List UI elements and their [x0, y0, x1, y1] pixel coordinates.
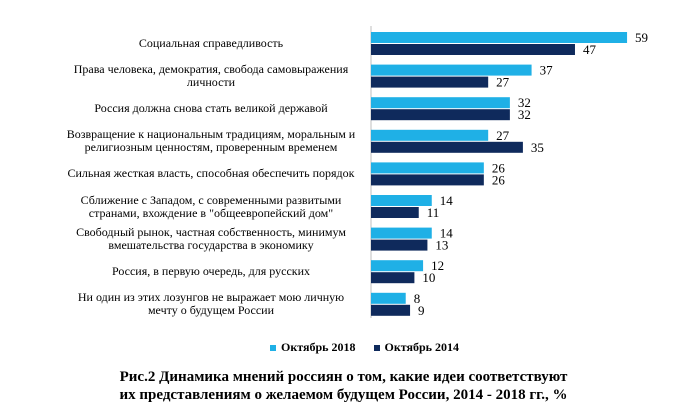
- bar-2014-1: [371, 44, 575, 55]
- data-label-2014-9: 9: [418, 303, 425, 318]
- data-label-2014-6: 11: [427, 205, 440, 220]
- category-label: Россия должна снова стать великой держав…: [61, 102, 361, 115]
- data-label-2014-8: 10: [422, 270, 435, 285]
- category-label: Права человека, демократия, свобода само…: [61, 63, 361, 89]
- category-label: Сближение с Западом, с современными разв…: [61, 192, 361, 220]
- bar-2014-3: [371, 109, 510, 121]
- category-label-line: личности: [186, 75, 236, 90]
- category-label: Сильная жесткая власть, способная обеспе…: [61, 167, 361, 180]
- category-label: Россия, в первую очередь, для русских: [61, 265, 361, 278]
- data-label-2018-6: 14: [440, 193, 454, 208]
- bar-2014-8: [371, 272, 415, 284]
- bar-2018-8: [371, 260, 424, 272]
- category-label: Свободный рынок, частная собственность, …: [61, 226, 361, 252]
- bar-2014-4: [371, 141, 523, 153]
- legend-swatch-2018: [270, 344, 276, 351]
- data-label-2014-1: 47: [583, 42, 597, 57]
- bar-2018-5: [371, 162, 484, 174]
- legend-label-2018: Октябрь 2018: [281, 340, 356, 354]
- category-label-line: Сильная жесткая власть, способная обеспе…: [67, 166, 355, 181]
- bar-2014-5: [371, 174, 484, 186]
- bar-2018-6: [371, 195, 432, 206]
- category-label-line: Возвращение к национальным традициям, мо…: [66, 127, 356, 142]
- legend-item-2018: Октябрь 2018: [270, 340, 356, 355]
- bar-2018-7: [371, 227, 432, 239]
- data-label-2014-2: 27: [496, 75, 510, 90]
- caption-line-2: их представлениям о желаемом будущем Рос…: [119, 387, 568, 403]
- legend-item-2014: Октябрь 2014: [373, 340, 460, 355]
- category-label-line: Свободный рынок, частная собственность, …: [76, 225, 346, 240]
- category-label-line: Россия должна снова стать великой держав…: [94, 101, 328, 116]
- legend: Октябрь 2018 Октябрь 2014: [270, 340, 459, 355]
- bar-2014-6: [371, 207, 419, 218]
- category-label-line: странами, вхождение в "общеевропейский д…: [88, 205, 334, 220]
- category-label: Ни один из этих лозунгов не выражает мою…: [61, 291, 361, 317]
- category-label-line: Сближение с Западом, с современными разв…: [80, 192, 342, 207]
- data-label-2014-5: 26: [492, 172, 506, 187]
- bar-2014-2: [371, 76, 489, 88]
- data-label-2018-1: 59: [635, 30, 648, 45]
- category-label-line: Россия, в первую очередь, для русских: [111, 264, 311, 279]
- category-label-line: Ни один из этих лозунгов не выражает мою…: [77, 290, 345, 305]
- bar-2018-3: [371, 97, 510, 109]
- caption-line-1: Рис.2 Динамика мнений россиян о том, как…: [119, 369, 568, 385]
- bar-2018-4: [371, 129, 489, 141]
- data-label-2014-3: 32: [518, 107, 531, 122]
- category-label-line: религиозным ценностям, проверенным време…: [84, 140, 338, 155]
- data-label-2018-7: 14: [440, 226, 454, 241]
- data-label-2018-2: 37: [540, 63, 554, 78]
- data-label-2018-4: 27: [496, 128, 510, 143]
- legend-label-2014: Октябрь 2014: [384, 340, 460, 354]
- bar-2018-9: [371, 292, 406, 304]
- category-label-line: Права человека, демократия, свобода само…: [73, 62, 349, 77]
- data-label-2018-8: 12: [431, 258, 444, 273]
- data-label-2014-4: 35: [531, 140, 544, 155]
- bar-2014-7: [371, 239, 428, 251]
- category-label-line: вмешательства государства в экономику: [108, 238, 314, 253]
- category-label-line: Социальная справедливость: [138, 36, 284, 50]
- category-label: Возвращение к национальным традициям, мо…: [61, 128, 361, 154]
- category-label-line: мечту о будущем России: [147, 303, 275, 318]
- bar-2018-2: [371, 64, 532, 76]
- figure-caption: Рис.2 Динамика мнений россиян о том, как…: [0, 368, 687, 404]
- data-label-2018-3: 32: [518, 95, 531, 110]
- data-label-2018-9: 8: [414, 291, 421, 306]
- bar-2018-1: [371, 32, 628, 43]
- category-label: Социальная справедливость: [61, 37, 361, 50]
- bar-2014-9: [371, 304, 411, 316]
- legend-swatch-2014: [373, 344, 380, 351]
- data-label-2018-5: 26: [492, 160, 506, 175]
- data-label-2014-7: 13: [435, 238, 448, 253]
